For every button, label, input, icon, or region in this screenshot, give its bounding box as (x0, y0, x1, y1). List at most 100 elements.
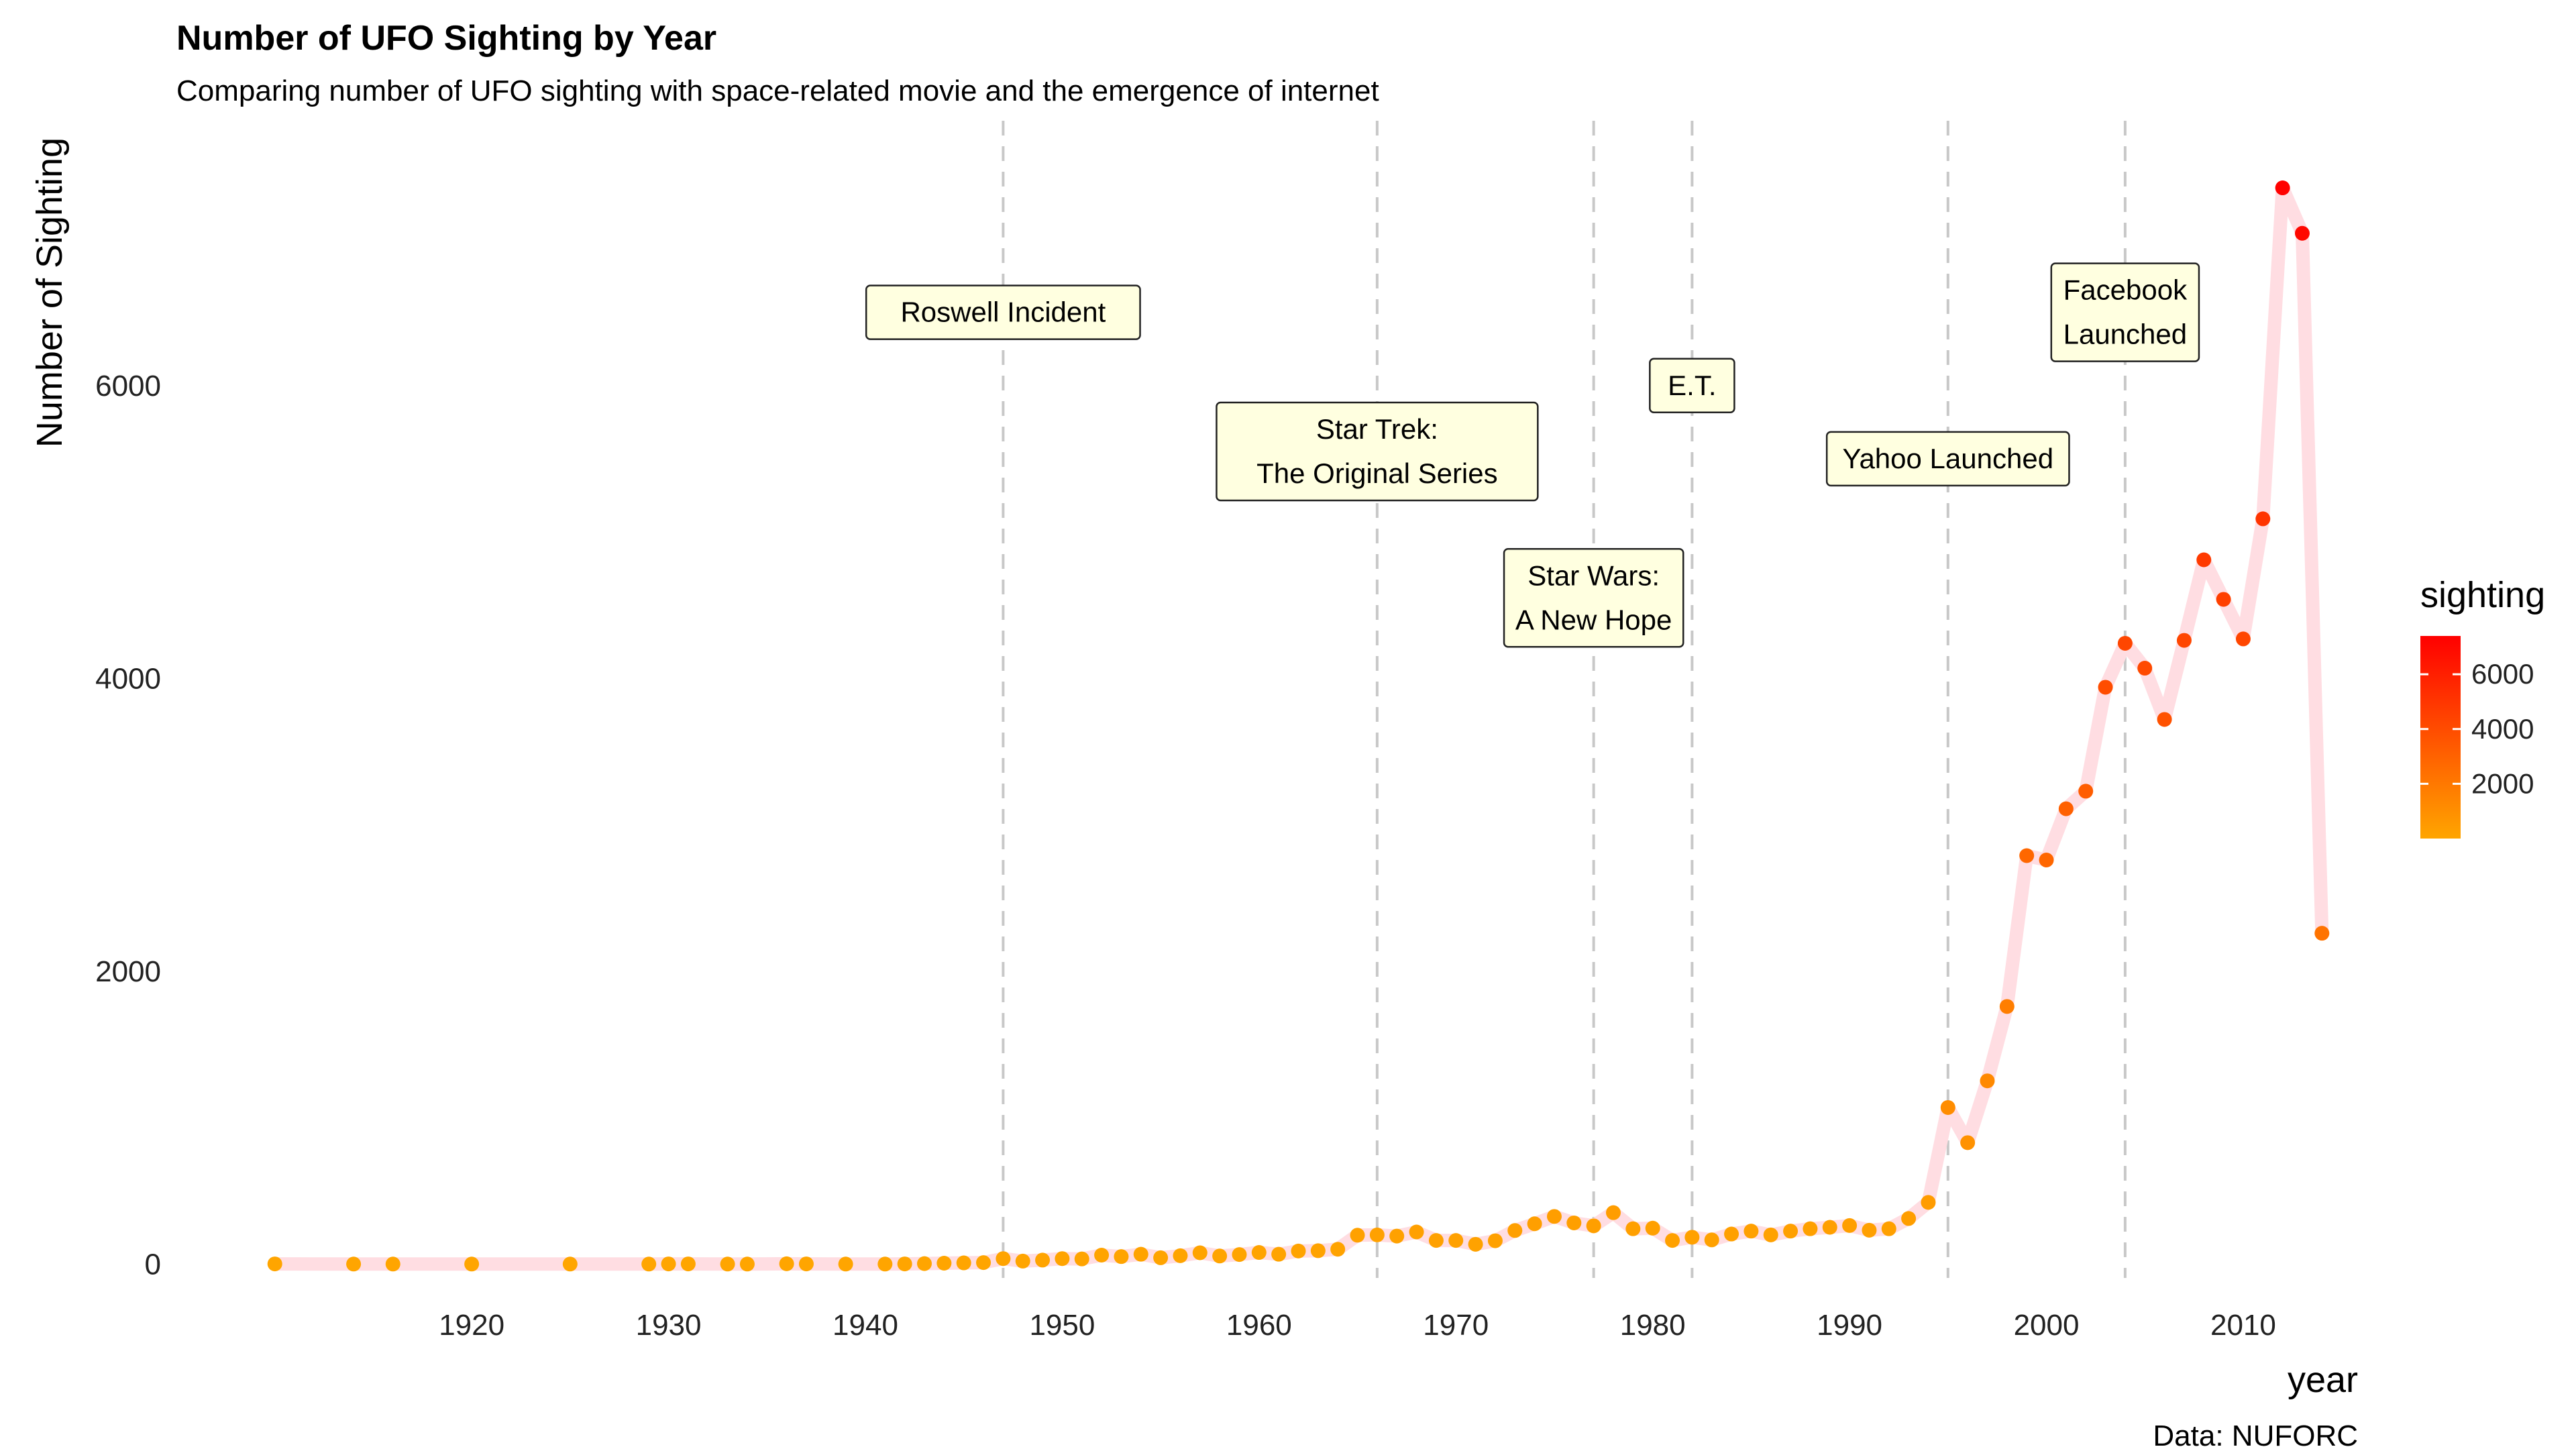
data-point (739, 1256, 755, 1272)
event-label-text: A New Hope (1515, 604, 1672, 635)
data-point (1487, 1233, 1503, 1248)
data-point (936, 1255, 952, 1271)
legend-tick-label: 4000 (2471, 713, 2534, 745)
data-point (798, 1256, 814, 1272)
chart-title: Number of UFO Sighting by Year (176, 19, 716, 58)
event-lines (1002, 121, 2127, 1278)
y-tick-label: 2000 (95, 955, 161, 988)
data-point (1763, 1227, 1778, 1242)
event-label-box (1825, 431, 2070, 487)
data-point (1448, 1233, 1464, 1248)
data-point (1271, 1246, 1287, 1262)
legend-title: sighting (2420, 575, 2545, 615)
data-point (385, 1256, 400, 1272)
event-label-text: Launched (2063, 319, 2188, 350)
data-point (2058, 801, 2074, 816)
data-point (464, 1256, 480, 1272)
x-tick-label: 1950 (1029, 1309, 1095, 1342)
data-point (2019, 848, 2035, 863)
data-point (877, 1256, 893, 1272)
x-tick-label: 2010 (2210, 1309, 2276, 1342)
data-point (1055, 1251, 1070, 1267)
data-point (641, 1256, 657, 1272)
data-point (680, 1256, 696, 1272)
data-point (1153, 1250, 1169, 1265)
data-point (2098, 680, 2113, 695)
data-point (1251, 1245, 1267, 1260)
data-point (1507, 1223, 1523, 1238)
event-label-box (865, 284, 1141, 340)
data-point (838, 1256, 853, 1272)
data-point (2176, 633, 2192, 648)
data-point (1724, 1226, 1739, 1242)
data-point (1114, 1249, 1129, 1265)
data-point (1212, 1248, 1228, 1264)
data-point (1546, 1209, 1562, 1224)
data-point (2157, 712, 2172, 727)
data-point (1999, 999, 2015, 1014)
data-point (1192, 1245, 1208, 1260)
event-annotations: Roswell Incident Star Trek: The Original S… (865, 262, 2200, 648)
data-point (1960, 1135, 1976, 1150)
data-point (1625, 1221, 1641, 1236)
x-tick-label: 1980 (1620, 1309, 1686, 1342)
data-point (1527, 1216, 1542, 1232)
data-point (2137, 661, 2153, 676)
x-tick-label: 1940 (833, 1309, 898, 1342)
event-label-text: Star Wars: (1527, 559, 1660, 591)
data-point (779, 1256, 794, 1271)
data-point (1980, 1073, 1995, 1089)
data-point (1842, 1218, 1858, 1233)
event-label-box (1649, 358, 1735, 414)
data-point (1173, 1248, 1188, 1263)
x-tick-label: 1920 (439, 1309, 504, 1342)
y-axis-ticks: 0 2000 4000 6000 (95, 370, 161, 1281)
data-point (1291, 1243, 1306, 1258)
data-point (2275, 180, 2290, 196)
data-point (1803, 1221, 1818, 1236)
data-point (1094, 1247, 1110, 1263)
data-point (1566, 1215, 1582, 1230)
series-line (268, 181, 2329, 1271)
data-point (1665, 1233, 1680, 1248)
legend-tick-label: 6000 (2471, 658, 2534, 690)
event-label-text: Star Trek: (1316, 413, 1438, 445)
data-point (1704, 1232, 1719, 1248)
data-point (2314, 926, 2330, 941)
data-point (1822, 1220, 1837, 1235)
color-legend: sighting 2000 4000 6000 (2420, 575, 2545, 839)
event-label-box (1216, 401, 1539, 502)
data-point (1783, 1224, 1799, 1239)
data-point (1015, 1253, 1030, 1269)
data-point (1921, 1195, 1936, 1210)
data-point (346, 1256, 362, 1272)
event-label-box (2050, 262, 2200, 362)
event-label-text: E.T. (1668, 370, 1716, 401)
data-point (1605, 1205, 1621, 1220)
data-point (1901, 1211, 1917, 1226)
data-point (1369, 1227, 1385, 1242)
data-point (1330, 1242, 1346, 1257)
data-point (996, 1251, 1011, 1267)
data-point (2216, 592, 2231, 607)
data-point (1743, 1224, 1759, 1239)
data-point (2294, 225, 2310, 241)
data-point (1389, 1228, 1405, 1244)
data-point (1586, 1218, 1601, 1234)
data-point (2039, 853, 2054, 868)
event-label-text: Roswell Incident (900, 297, 1106, 328)
data-point (1881, 1221, 1896, 1236)
data-point (897, 1256, 912, 1272)
data-points (267, 180, 2330, 1272)
event-label-box (1503, 548, 1684, 648)
event-label-text: Facebook (2063, 274, 2188, 306)
event-label-text: The Original Series (1256, 458, 1497, 489)
data-point (2117, 635, 2133, 651)
data-point (720, 1256, 735, 1272)
series-line-group (268, 181, 2329, 1271)
data-point (2078, 784, 2094, 799)
x-axis-title: year (2288, 1360, 2358, 1400)
event-label-text: Yahoo Launched (1843, 443, 2054, 474)
data-point (1862, 1222, 1877, 1238)
